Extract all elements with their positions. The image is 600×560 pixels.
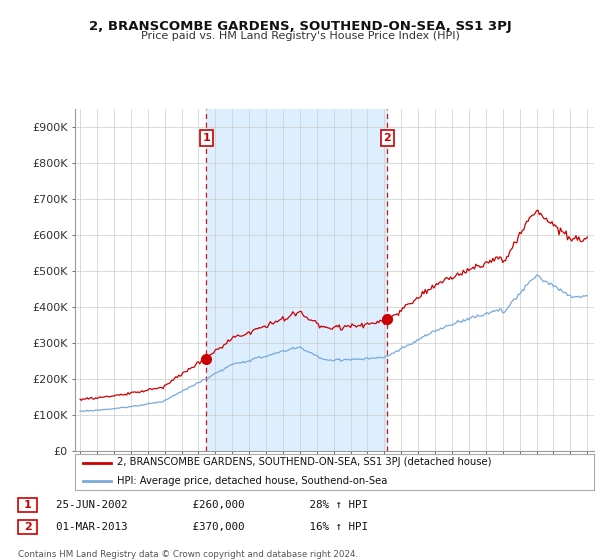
- Text: 2, BRANSCOMBE GARDENS, SOUTHEND-ON-SEA, SS1 3PJ: 2, BRANSCOMBE GARDENS, SOUTHEND-ON-SEA, …: [89, 20, 511, 32]
- Text: 1: 1: [202, 133, 210, 143]
- Text: Contains HM Land Registry data © Crown copyright and database right 2024.
This d: Contains HM Land Registry data © Crown c…: [18, 550, 358, 560]
- Bar: [206, 109, 387, 451]
- Text: HPI: Average price, detached house, Southend-on-Sea: HPI: Average price, detached house, Sout…: [116, 475, 387, 486]
- Text: 2: 2: [24, 522, 31, 531]
- Text: 01-MAR-2013          £370,000          16% ↑ HPI: 01-MAR-2013 £370,000 16% ↑ HPI: [43, 522, 368, 531]
- Text: 2: 2: [383, 133, 391, 143]
- Text: 1: 1: [24, 501, 31, 510]
- Text: 25-JUN-2002          £260,000          28% ↑ HPI: 25-JUN-2002 £260,000 28% ↑ HPI: [43, 501, 368, 510]
- Text: Price paid vs. HM Land Registry's House Price Index (HPI): Price paid vs. HM Land Registry's House …: [140, 31, 460, 41]
- Text: 2, BRANSCOMBE GARDENS, SOUTHEND-ON-SEA, SS1 3PJ (detached house): 2, BRANSCOMBE GARDENS, SOUTHEND-ON-SEA, …: [116, 458, 491, 468]
